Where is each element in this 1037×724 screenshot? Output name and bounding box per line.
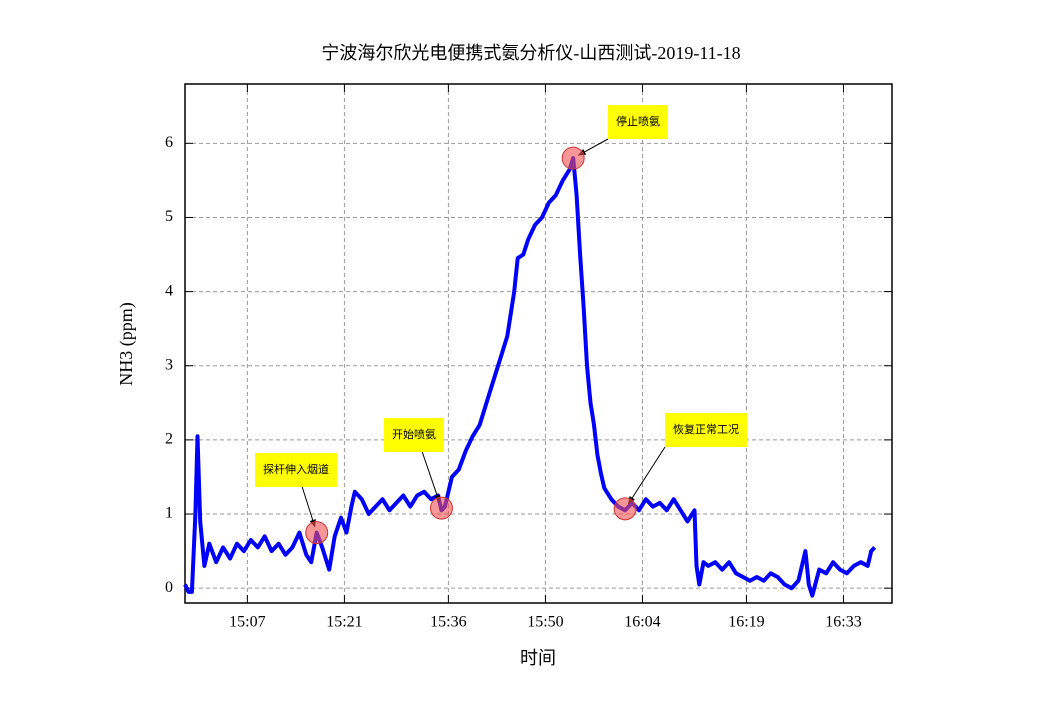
- annotation-box: [608, 105, 668, 139]
- x-axis-title: 时间: [520, 648, 556, 668]
- annotation-arrow: [577, 138, 609, 156]
- annotation-marker: [561, 146, 585, 170]
- annotation-text: 恢复正常工况: [673, 422, 739, 436]
- y-tick-label: 5: [165, 208, 173, 225]
- plot-frame: [184, 83, 893, 604]
- y-tick-label: 0: [165, 579, 173, 596]
- annotation-box: [255, 453, 337, 487]
- annotation-text: 停止喷氨: [616, 114, 660, 128]
- annotation-arrow: [421, 451, 441, 504]
- annotation-marker: [305, 521, 329, 545]
- x-tick-label: 15:21: [326, 614, 362, 631]
- x-tick-label: 16:04: [624, 614, 660, 631]
- annotation-marker: [429, 496, 453, 520]
- annotation-box: [384, 418, 444, 452]
- x-tick-label: 15:50: [527, 614, 563, 631]
- data-line: [183, 156, 877, 598]
- annotation-box: [665, 413, 747, 447]
- annotation-text: 探杆伸入烟道: [263, 462, 329, 476]
- x-tick-label: 15:07: [229, 614, 265, 631]
- y-tick-label: 1: [165, 505, 173, 522]
- annotation-text: 开始喷氨: [392, 427, 436, 441]
- annotation-arrow: [627, 446, 666, 505]
- x-tick-label: 16:33: [825, 614, 861, 631]
- annotation-marker: [613, 497, 637, 521]
- x-tick-label: 16:19: [728, 614, 764, 631]
- y-tick-label: 2: [165, 431, 173, 448]
- x-tick-label: 15:36: [430, 614, 466, 631]
- annotation-arrow: [301, 486, 316, 528]
- y-axis-title: NH3 (ppm): [116, 302, 137, 386]
- y-tick-label: 3: [165, 356, 173, 373]
- chart-title: 宁波海尔欣光电便携式氨分析仪-山西测试-2019-11-18: [321, 43, 740, 63]
- y-tick-label: 4: [165, 282, 173, 299]
- y-tick-label: 6: [165, 134, 173, 151]
